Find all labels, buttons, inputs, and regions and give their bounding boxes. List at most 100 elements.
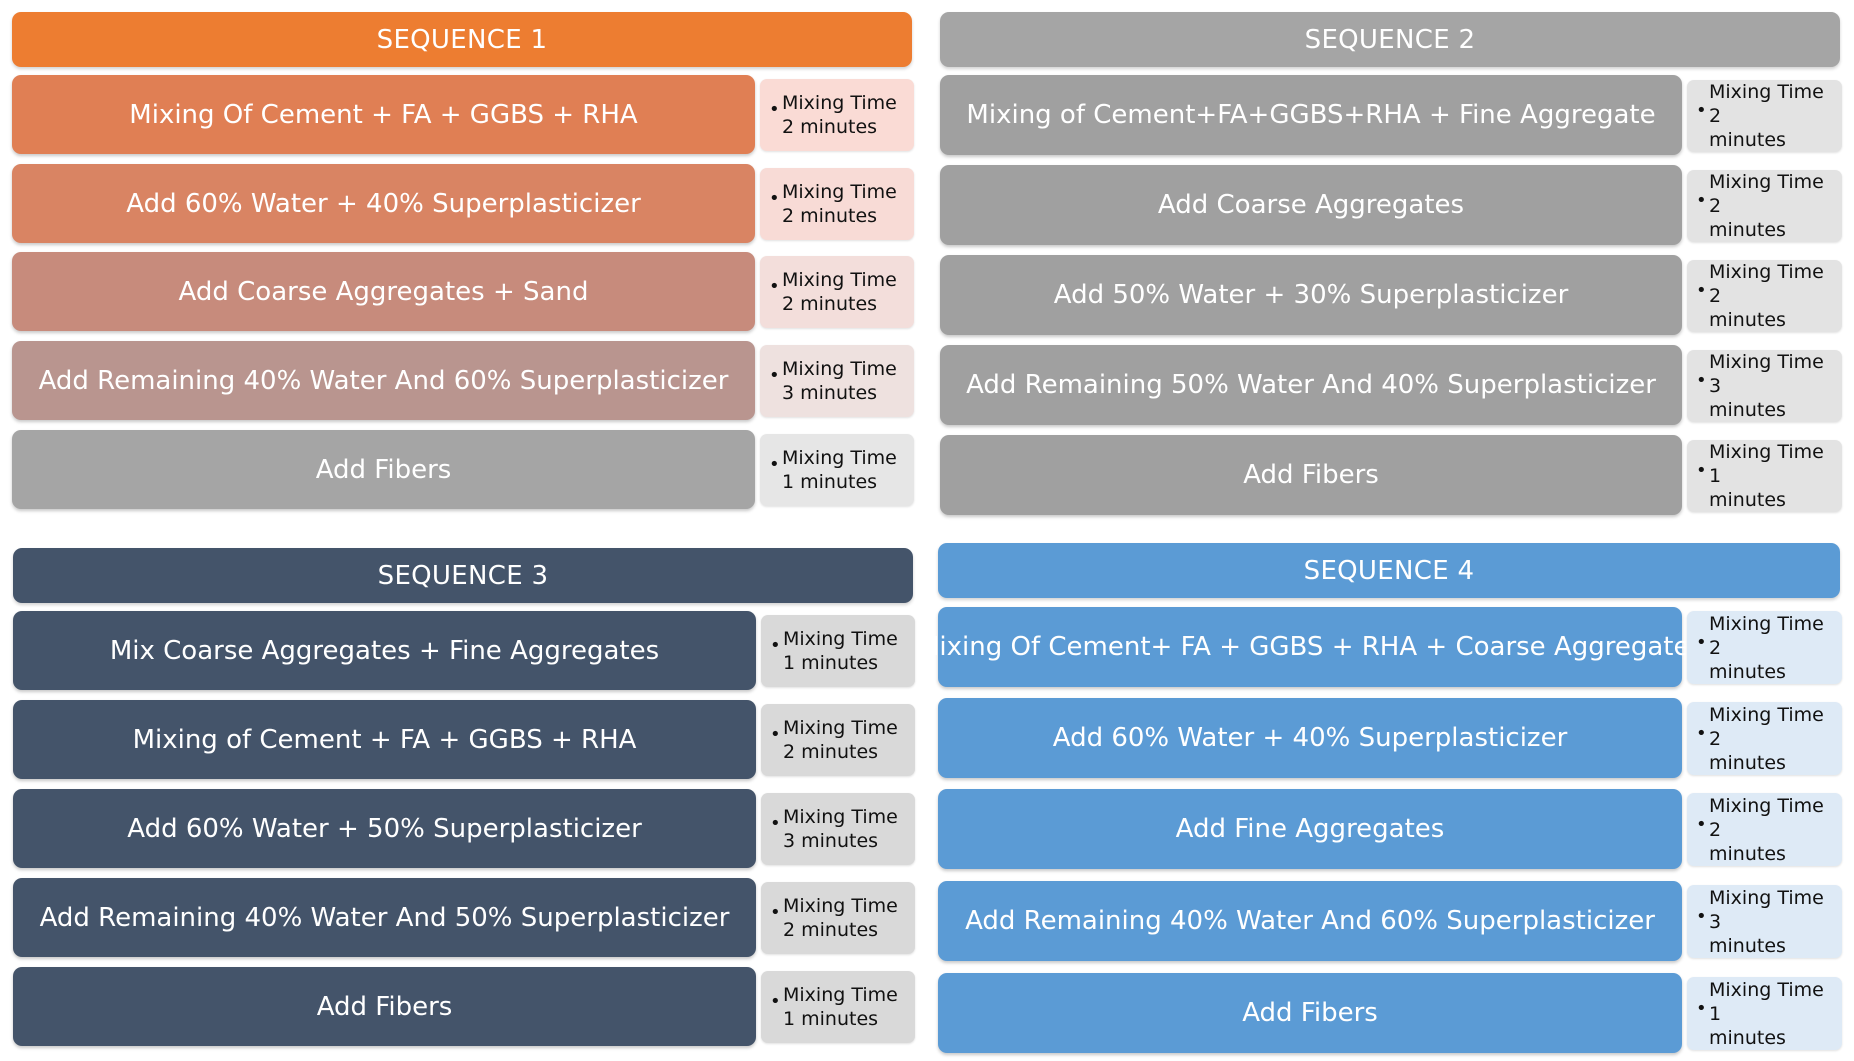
- bullet-icon: •: [770, 724, 781, 745]
- bullet-icon: •: [1696, 813, 1707, 835]
- sequence-2-step-4: Add Remaining 50% Water And 40% Superpla…: [940, 345, 1682, 425]
- time-value: 2 minutes: [783, 741, 879, 763]
- time-label: Mixing Time: [783, 717, 898, 739]
- time-label: Mixing Time: [782, 269, 897, 291]
- time-label: Mixing Time 2: [1709, 612, 1824, 659]
- time-label: Mixing Time: [783, 628, 898, 650]
- sequence-1-step-2-time: • Mixing Time 2 minutes: [760, 168, 914, 240]
- bullet-icon: •: [1696, 722, 1707, 744]
- time-label: Mixing Time: [782, 181, 897, 203]
- time-value: minutes: [1709, 660, 1786, 683]
- bullet-icon: •: [770, 902, 781, 923]
- sequence-4-step-4: Add Remaining 40% Water And 60% Superpla…: [938, 881, 1682, 961]
- sequence-1-step-2: Add 60% Water + 40% Superplasticizer: [12, 164, 755, 243]
- sequence-3-step-2: Mixing of Cement + FA + GGBS + RHA: [13, 700, 756, 779]
- time-value: minutes: [1709, 309, 1786, 331]
- sequence-2-step-4-time: • Mixing Time 3 minutes: [1687, 350, 1842, 422]
- time-label: Mixing Time 3: [1709, 351, 1824, 397]
- bullet-icon: •: [1696, 905, 1707, 927]
- time-label: Mixing Time 1: [1709, 441, 1824, 487]
- sequence-4-step-3-time: • Mixing Time 2 minutes: [1687, 793, 1842, 866]
- time-value: 1 minutes: [782, 471, 878, 493]
- time-label: Mixing Time 3: [1709, 886, 1824, 933]
- time-label: Mixing Time 1: [1709, 978, 1824, 1025]
- sequence-2-step-2-time: • Mixing Time 2 minutes: [1687, 170, 1842, 242]
- sequence-2-step-2: Add Coarse Aggregates: [940, 165, 1682, 245]
- bullet-icon: •: [1696, 370, 1707, 391]
- sequence-4-step-1-time: • Mixing Time 2 minutes: [1687, 611, 1842, 684]
- sequence-1-step-4-time: • Mixing Time 3 minutes: [760, 345, 914, 417]
- time-value: 2 minutes: [782, 293, 878, 315]
- time-label: Mixing Time: [783, 806, 898, 828]
- time-value: 2 minutes: [782, 205, 878, 227]
- time-label: Mixing Time: [782, 92, 897, 114]
- time-label: Mixing Time 2: [1709, 794, 1824, 841]
- sequence-4-step-1: Mixing Of Cement+ FA + GGBS + RHA + Coar…: [917, 607, 1703, 687]
- time-label: Mixing Time 2: [1709, 703, 1824, 750]
- bullet-icon: •: [769, 454, 780, 475]
- time-value: 2 minutes: [783, 919, 879, 941]
- time-label: Mixing Time: [783, 895, 898, 917]
- sequence-3-step-5: Add Fibers: [13, 967, 756, 1046]
- sequence-3-step-1: Mix Coarse Aggregates + Fine Aggregates: [13, 611, 756, 690]
- time-label: Mixing Time 2: [1709, 81, 1824, 127]
- sequence-3-panel: SEQUENCE 3 Mix Coarse Aggregates + Fine …: [13, 548, 915, 1050]
- sequence-3-step-4: Add Remaining 40% Water And 50% Superpla…: [13, 878, 756, 957]
- sequence-4-step-5: Add Fibers: [938, 973, 1682, 1053]
- sequence-4-step-3: Add Fine Aggregates: [938, 789, 1682, 869]
- bullet-icon: •: [769, 188, 780, 209]
- sequence-1-step-3: Add Coarse Aggregates + Sand: [12, 252, 755, 331]
- sequence-1-step-1-time: • Mixing Time 2 minutes: [760, 79, 914, 151]
- bullet-icon: •: [769, 99, 780, 120]
- time-label: Mixing Time 2: [1709, 171, 1824, 217]
- sequence-3-header: SEQUENCE 3: [13, 548, 913, 603]
- bullet-icon: •: [1696, 460, 1707, 481]
- time-value: 3 minutes: [782, 382, 878, 404]
- sequence-1-step-4: Add Remaining 40% Water And 60% Superpla…: [12, 341, 755, 420]
- time-value: 2 minutes: [782, 116, 878, 138]
- bullet-icon: •: [1696, 190, 1707, 211]
- bullet-icon: •: [769, 365, 780, 386]
- time-value: minutes: [1709, 1026, 1786, 1049]
- bullet-icon: •: [1696, 280, 1707, 301]
- bullet-icon: •: [769, 276, 780, 297]
- bullet-icon: •: [770, 813, 781, 834]
- time-label: Mixing Time: [782, 358, 897, 380]
- time-value: minutes: [1709, 751, 1786, 774]
- time-value: minutes: [1709, 399, 1786, 421]
- sequence-4-panel: SEQUENCE 4 Mixing Of Cement+ FA + GGBS +…: [917, 543, 1842, 1056]
- bullet-icon: •: [1696, 100, 1707, 121]
- time-value: 1 minutes: [783, 1008, 879, 1030]
- time-label: Mixing Time: [783, 984, 898, 1006]
- time-label: Mixing Time: [782, 447, 897, 469]
- time-value: 3 minutes: [783, 830, 879, 852]
- sequence-4-step-4-time: • Mixing Time 3 minutes: [1687, 885, 1842, 958]
- sequence-4-step-2-time: • Mixing Time 2 minutes: [1687, 702, 1842, 775]
- sequence-2-panel: SEQUENCE 2 Mixing of Cement+FA+GGBS+RHA …: [940, 12, 1842, 517]
- time-value: 1 minutes: [783, 652, 879, 674]
- sequence-2-step-3-time: • Mixing Time 2 minutes: [1687, 260, 1842, 332]
- sequence-3-step-1-time: • Mixing Time 1 minutes: [761, 615, 915, 687]
- bullet-icon: •: [770, 991, 781, 1012]
- time-value: minutes: [1709, 489, 1786, 511]
- sequence-1-step-5: Add Fibers: [12, 430, 755, 509]
- sequence-4-step-5-time: • Mixing Time 1 minutes: [1687, 977, 1842, 1050]
- sequence-3-step-2-time: • Mixing Time 2 minutes: [761, 704, 915, 776]
- sequence-2-step-1-time: • Mixing Time 2 minutes: [1687, 80, 1842, 152]
- sequence-1-panel: SEQUENCE 1 Mixing Of Cement + FA + GGBS …: [12, 12, 914, 512]
- bullet-icon: •: [770, 635, 781, 656]
- time-value: minutes: [1709, 219, 1786, 241]
- sequence-3-step-3: Add 60% Water + 50% Superplasticizer: [13, 789, 756, 868]
- sequence-3-step-5-time: • Mixing Time 1 minutes: [761, 971, 915, 1043]
- bullet-icon: •: [1696, 997, 1707, 1019]
- time-value: minutes: [1709, 842, 1786, 865]
- time-value: minutes: [1709, 129, 1786, 151]
- sequence-2-step-1: Mixing of Cement+FA+GGBS+RHA + Fine Aggr…: [940, 75, 1682, 155]
- sequence-3-step-3-time: • Mixing Time 3 minutes: [761, 793, 915, 865]
- sequence-4-header: SEQUENCE 4: [938, 543, 1840, 598]
- time-value: minutes: [1709, 934, 1786, 957]
- sequence-1-step-3-time: • Mixing Time 2 minutes: [760, 256, 914, 328]
- sequence-2-step-5: Add Fibers: [940, 435, 1682, 515]
- sequence-1-step-1: Mixing Of Cement + FA + GGBS + RHA: [12, 75, 755, 154]
- bullet-icon: •: [1696, 631, 1707, 653]
